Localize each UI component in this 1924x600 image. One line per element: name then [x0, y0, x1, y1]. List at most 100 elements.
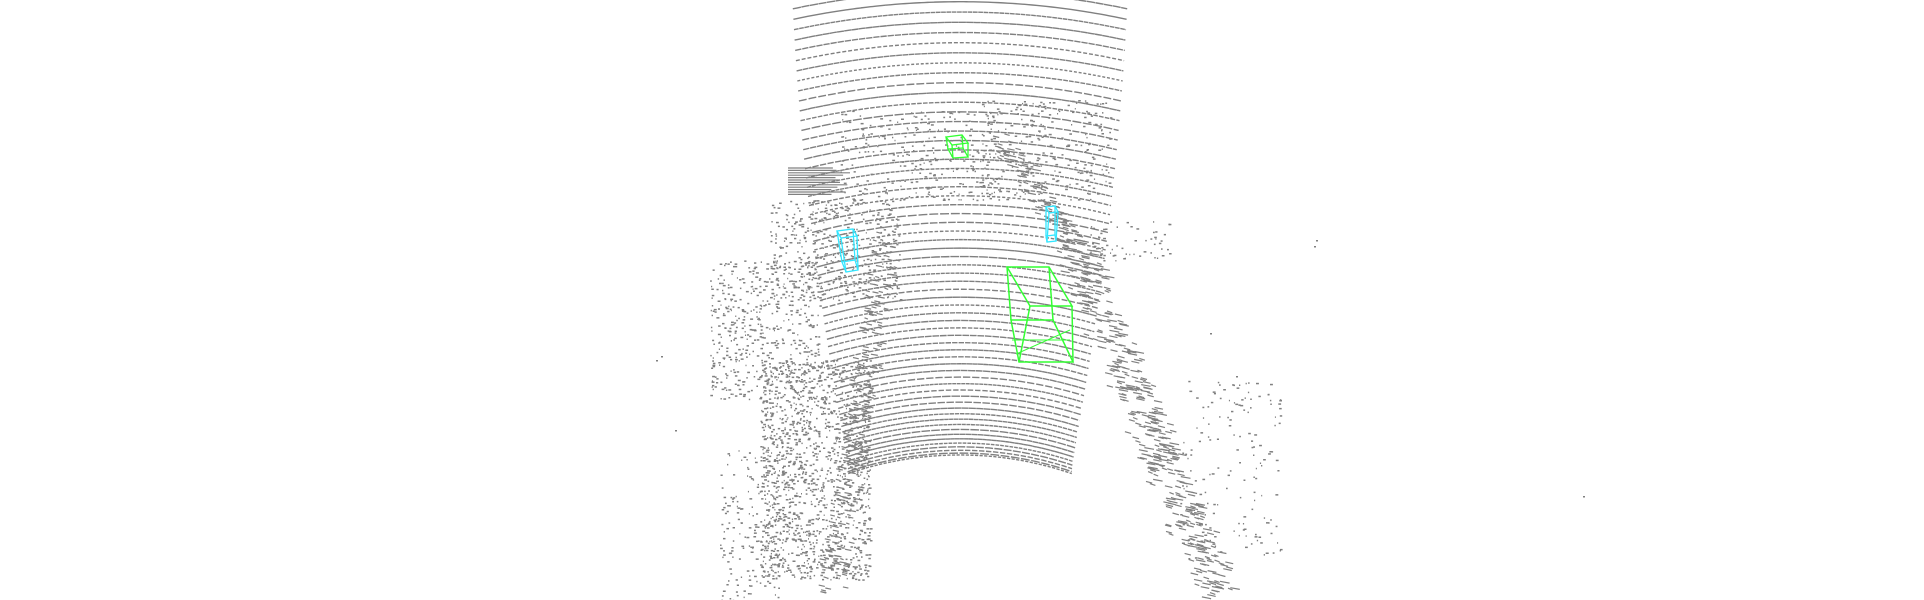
point [859, 551, 863, 554]
point [876, 200, 879, 203]
point [985, 145, 988, 147]
point [800, 294, 804, 296]
point [826, 261, 828, 264]
point [800, 396, 802, 398]
point [826, 280, 830, 283]
point [818, 501, 820, 503]
point [779, 265, 782, 268]
point [763, 476, 767, 478]
wall-streak [1175, 485, 1182, 489]
point [773, 460, 776, 462]
wall-streak [870, 328, 876, 332]
point [1110, 252, 1112, 254]
point [1229, 470, 1232, 472]
point [747, 593, 750, 595]
point [1121, 247, 1124, 250]
point [849, 494, 853, 496]
point [766, 514, 769, 516]
point [762, 300, 764, 302]
point [780, 439, 783, 441]
point [827, 408, 831, 410]
point [858, 278, 862, 280]
point [835, 214, 838, 217]
point [822, 504, 826, 506]
point [788, 435, 791, 437]
point [865, 407, 868, 410]
point [764, 387, 767, 389]
point [769, 352, 772, 354]
point [791, 520, 794, 523]
point [1278, 422, 1281, 425]
point [1037, 137, 1040, 140]
wall-streak [852, 356, 859, 360]
point [790, 406, 792, 409]
point [1139, 255, 1142, 257]
wall-streak [1124, 431, 1132, 434]
point [837, 260, 840, 262]
scan-ring [830, 342, 1090, 363]
point [782, 549, 785, 551]
point [822, 482, 825, 484]
point [797, 532, 801, 534]
point [969, 134, 972, 137]
point [818, 435, 821, 438]
point [942, 199, 946, 201]
point [810, 218, 814, 220]
point [792, 332, 795, 334]
point [1219, 416, 1221, 418]
point [840, 190, 843, 192]
point [808, 541, 811, 543]
point [793, 461, 796, 463]
point [1020, 140, 1023, 142]
wall-streak [844, 548, 852, 552]
point [788, 521, 791, 524]
point [1239, 496, 1242, 499]
point [846, 435, 849, 437]
wall-streak [845, 438, 852, 442]
point [762, 369, 765, 372]
point [797, 546, 799, 548]
point [795, 434, 799, 436]
point [781, 455, 784, 457]
point [1050, 152, 1053, 155]
point [868, 498, 870, 501]
point [866, 210, 868, 213]
point [1090, 164, 1093, 167]
wall-streak [1076, 260, 1086, 263]
point [834, 542, 838, 545]
wall-streak [1147, 467, 1155, 471]
point [1209, 527, 1212, 529]
point [791, 538, 795, 540]
point [810, 483, 813, 485]
point [800, 553, 803, 555]
point [737, 306, 740, 309]
point [1108, 172, 1110, 174]
point [817, 380, 820, 383]
point [770, 402, 772, 404]
wall-streak [1142, 381, 1151, 384]
point [778, 266, 781, 269]
point [901, 161, 905, 163]
point [766, 407, 769, 409]
point [1032, 175, 1035, 177]
point [843, 274, 846, 277]
point [712, 384, 715, 387]
wall-streak [1130, 369, 1140, 373]
point [741, 310, 745, 312]
point [1049, 144, 1053, 147]
point [993, 191, 995, 194]
point [842, 367, 845, 369]
point [1244, 397, 1246, 399]
wall-streak [874, 279, 880, 282]
point [1000, 113, 1003, 115]
point [838, 541, 840, 543]
point [799, 460, 802, 463]
point [915, 129, 918, 131]
point [799, 210, 801, 212]
point [784, 427, 786, 429]
wall-streak [863, 329, 870, 332]
wall-streak [843, 415, 849, 418]
point [1100, 103, 1102, 105]
